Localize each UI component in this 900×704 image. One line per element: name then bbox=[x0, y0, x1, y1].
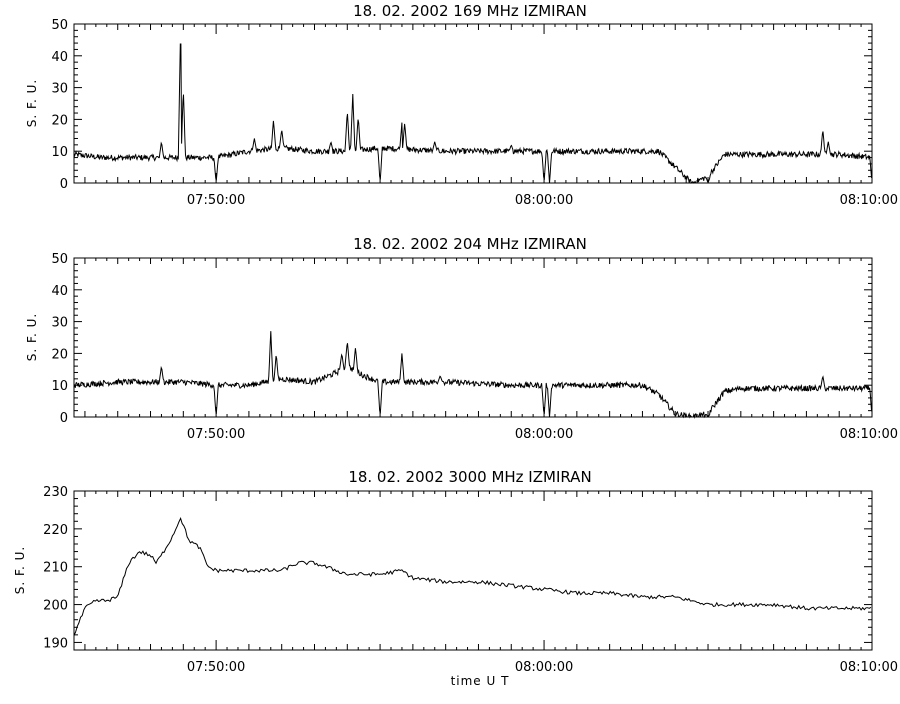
x-tick-label: 08:10:00 bbox=[840, 193, 898, 208]
axes-group: 0 10 20 30 40 50 07:50:00 08:00:00 08:10:00 bbox=[51, 18, 898, 208]
y-tick-label: 20 bbox=[51, 113, 68, 128]
y-tick-label: 40 bbox=[51, 284, 68, 299]
y-axis-label: S. F. U. bbox=[25, 79, 39, 127]
y-tick-label: 30 bbox=[51, 316, 68, 331]
y-tick-label: 220 bbox=[43, 523, 68, 538]
y-axis-label: S. F. U. bbox=[13, 546, 27, 594]
y-tick-label: 0 bbox=[60, 177, 68, 192]
series-group bbox=[73, 43, 873, 184]
x-tick-label: 08:00:00 bbox=[515, 660, 573, 675]
chart-title: 18. 02. 2002 3000 MHz IZMIRAN bbox=[348, 468, 591, 486]
chart-169mhz: 18. 02. 2002 169 MHz IZMIRAN S. F. U. 0 1… bbox=[25, 2, 898, 208]
chart-title: 18. 02. 2002 204 MHz IZMIRAN bbox=[353, 235, 587, 253]
x-tick-label: 08:10:00 bbox=[840, 660, 898, 675]
y-tick-label: 190 bbox=[43, 636, 68, 651]
series-line bbox=[73, 517, 872, 636]
y-tick-label: 50 bbox=[51, 252, 68, 267]
y-tick-label: 50 bbox=[51, 18, 68, 33]
series-group bbox=[73, 331, 873, 419]
y-axis-label: S. F. U. bbox=[25, 313, 39, 361]
x-tick-label: 07:50:00 bbox=[187, 427, 245, 442]
plot-frame bbox=[73, 257, 873, 418]
y-tick-label: 10 bbox=[51, 145, 68, 160]
plot-frame bbox=[73, 23, 873, 184]
y-tick-label: 20 bbox=[51, 347, 68, 362]
series-group bbox=[73, 517, 872, 636]
y-tick-label: 0 bbox=[60, 411, 68, 426]
x-tick-label: 08:10:00 bbox=[840, 427, 898, 442]
chart-204mhz: 18. 02. 2002 204 MHz IZMIRAN S. F. U. 0 1… bbox=[25, 235, 898, 442]
chart-3000mhz: 18. 02. 2002 3000 MHz IZMIRAN S. F. U. t… bbox=[13, 468, 898, 688]
x-tick-label: 07:50:00 bbox=[187, 660, 245, 675]
x-tick-label: 08:00:00 bbox=[515, 427, 573, 442]
x-tick-label: 08:00:00 bbox=[515, 193, 573, 208]
y-tick-label: 30 bbox=[51, 82, 68, 97]
y-tick-label: 200 bbox=[43, 599, 68, 614]
plot-frame bbox=[73, 490, 873, 651]
y-tick-label: 40 bbox=[51, 50, 68, 65]
y-tick-label: 230 bbox=[43, 485, 68, 500]
series-line bbox=[73, 43, 873, 184]
axes-group: 0 10 20 30 40 50 07:50:00 08:00:00 08:10:00 bbox=[51, 252, 898, 442]
x-tick-label: 07:50:00 bbox=[187, 193, 245, 208]
axes-group: 190 200 210 220 230 07:50:00 08:00:00 08:10:00 bbox=[43, 485, 898, 675]
series-line bbox=[73, 331, 873, 419]
y-tick-label: 210 bbox=[43, 561, 68, 576]
x-axis-label: time U T bbox=[451, 674, 510, 688]
chart-title: 18. 02. 2002 169 MHz IZMIRAN bbox=[353, 2, 587, 20]
y-tick-label: 10 bbox=[51, 379, 68, 394]
